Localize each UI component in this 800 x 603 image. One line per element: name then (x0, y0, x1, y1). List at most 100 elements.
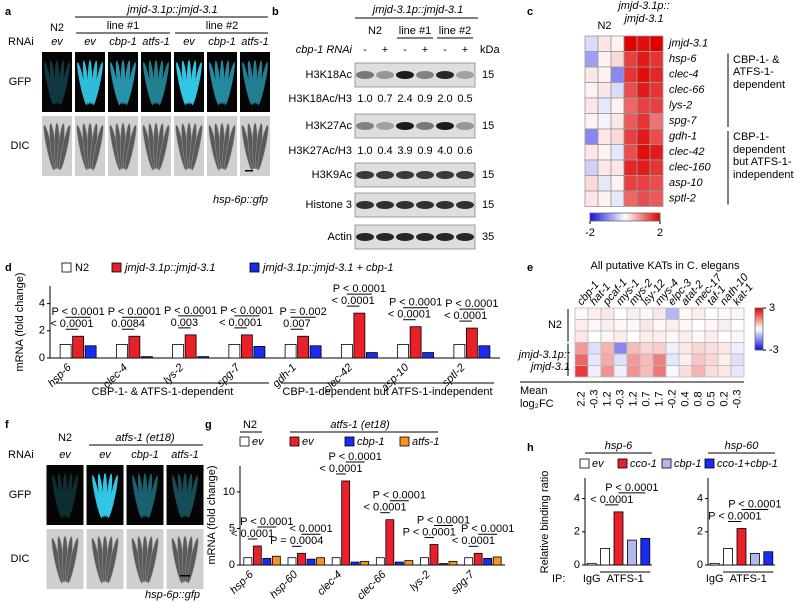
heat-cell (665, 365, 680, 378)
worm-dic (147, 537, 159, 584)
label: jmjd-3.1p::jmjd-3.1 (371, 4, 463, 16)
panel-label: a (5, 6, 12, 18)
legend-swatch (579, 458, 590, 469)
bar (763, 551, 774, 566)
legend-swatch (661, 458, 672, 469)
worm-gfp (44, 62, 55, 106)
mean-value: 0.5 (705, 391, 717, 406)
rnai-label: cbp-1 RNAi (296, 44, 353, 56)
worm-gfp (158, 62, 169, 106)
p-value: P < 0.0001 (445, 298, 498, 310)
heat-cell (649, 66, 664, 83)
worm-gfp (67, 475, 78, 519)
band (356, 201, 374, 209)
worm-dic (257, 124, 269, 171)
legend-label: atfs-1 (412, 436, 440, 448)
colorbar-step (647, 213, 651, 221)
y-tick-label: 0 (39, 352, 45, 364)
blot-label: H3K27Ac (306, 120, 353, 132)
band (376, 233, 394, 241)
x-tick-label: spg-7 (449, 568, 478, 597)
y-tick-label: 5 (229, 522, 235, 534)
heat-cell (636, 190, 651, 207)
heat-cell (613, 307, 628, 320)
heat-cell (639, 307, 654, 320)
p-value: < 0.0001 (219, 317, 262, 329)
worm-gfp (49, 60, 57, 105)
bar (197, 356, 210, 359)
heat-cell (587, 365, 602, 378)
heat-cell (636, 128, 651, 145)
colorbar-step (755, 316, 763, 319)
p-value: P < 0.0001 (389, 297, 442, 309)
unit: kDa (480, 44, 500, 56)
heat-cell (639, 319, 654, 332)
p-value: < 0.0001 (319, 463, 362, 475)
blot (354, 113, 476, 139)
gene-label: gdh-1 (669, 131, 697, 143)
legend-label: ev (252, 436, 265, 448)
heat-cell (587, 330, 602, 343)
heat-cell (652, 342, 667, 355)
legend-group: atfs-1 (et18) (330, 419, 390, 431)
heat-cell (649, 82, 664, 99)
y-tick-label: 2 (39, 325, 45, 337)
band (356, 233, 374, 241)
bar (492, 556, 502, 566)
mean-value: 1.2 (627, 391, 639, 406)
p-value: 0.0084 (111, 318, 145, 330)
sign: + (422, 44, 428, 56)
bar (297, 552, 306, 566)
y-tick-label: 10 (223, 486, 235, 498)
bar (253, 346, 266, 359)
band (376, 71, 394, 79)
colorbar-step (610, 213, 613, 221)
colorbar-frame (589, 212, 661, 222)
ratio: 1.0 (357, 145, 372, 157)
heat-cell (626, 330, 641, 343)
colorbar-step (755, 322, 763, 326)
p-value: < 0.0001 (364, 502, 407, 514)
heat-cell (623, 159, 638, 176)
heat-cell (626, 353, 641, 366)
heat-cell (730, 365, 745, 378)
bar (297, 335, 310, 359)
heat-cell (639, 353, 654, 366)
heat-cell (704, 342, 719, 355)
text-box: jmjd-3.1p:: jmjd-3.1 (618, 0, 669, 25)
p-value: P < 0.0001 (728, 498, 781, 510)
panel-label: g (205, 419, 212, 431)
mean-value: 1.7 (653, 391, 665, 406)
worm-gfp (242, 62, 253, 106)
heat-cell (717, 330, 732, 343)
legend-label: cbp-1 (357, 436, 385, 448)
bar (404, 560, 414, 566)
colorbar-step (637, 213, 641, 221)
colorbar-step (590, 213, 593, 221)
legend-swatch (344, 436, 355, 447)
worm-gfp (110, 62, 121, 106)
worm-gfp (255, 60, 263, 105)
strain: N2 (58, 432, 72, 444)
heat-cell (623, 113, 638, 130)
colorbar-step (635, 213, 638, 221)
colorbar-step (755, 331, 763, 334)
band (396, 233, 414, 241)
colorbar-step (755, 339, 763, 342)
band (456, 233, 474, 241)
heat-cell (587, 342, 602, 355)
x-tick-label: hsp-6 (228, 568, 257, 597)
colorbar-step (755, 343, 763, 347)
y-tick-label: 0 (574, 559, 580, 571)
bar (483, 558, 493, 566)
colorbar-step (602, 213, 606, 221)
p-value: < 0.0001 (388, 309, 431, 321)
heat-cell (584, 51, 599, 68)
worm-gfp (156, 60, 164, 105)
colorbar-step (755, 347, 763, 351)
bar (365, 352, 378, 359)
ratio: 1.0 (357, 93, 372, 105)
chart-title: hsp-6 (605, 440, 633, 452)
band (396, 122, 414, 130)
text-box: CBP-1- & ATFS-1-dependent (92, 386, 234, 398)
